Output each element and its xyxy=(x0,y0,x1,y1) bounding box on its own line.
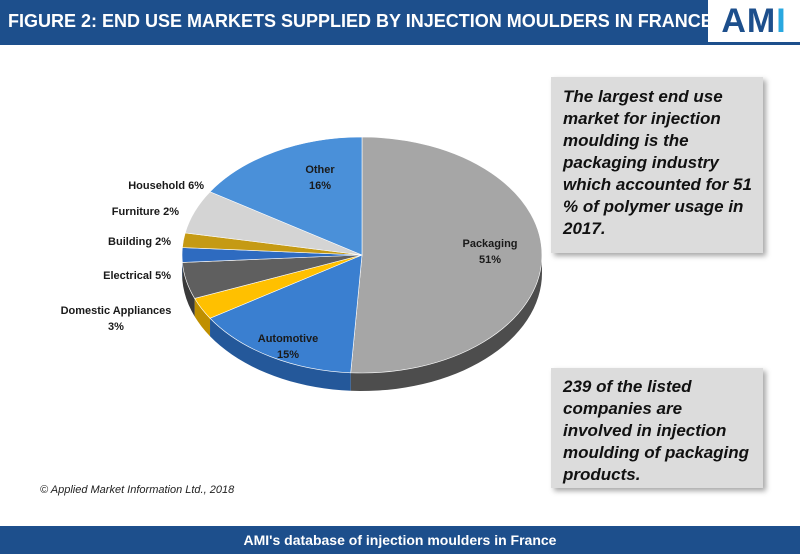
slice-packaging xyxy=(350,136,543,374)
title-underline xyxy=(0,42,800,45)
label-line: Electrical 5% xyxy=(103,270,171,282)
label-line: Domestic Appliances xyxy=(61,305,172,317)
callout-packaging-companies: 239 of the listed companies are involved… xyxy=(551,368,763,488)
footer-banner: AMI's database of injection moulders in … xyxy=(0,526,800,554)
label-electrical: Electrical 5% xyxy=(103,270,171,282)
logo-main: AM xyxy=(721,2,777,40)
slice-side-automotive xyxy=(210,318,351,391)
copyright-note: © Applied Market Information Ltd., 2018 xyxy=(40,484,235,496)
label-line: 16% xyxy=(309,180,331,192)
label-line: 15% xyxy=(277,349,299,361)
label-packaging: Packaging 51% xyxy=(462,238,517,266)
label-household: Household 6% xyxy=(128,180,204,192)
label-furniture: Furniture 2% xyxy=(112,206,179,218)
slice-automotive xyxy=(209,254,363,374)
label-other: Other 16% xyxy=(305,164,335,192)
label-line: Other xyxy=(305,164,335,176)
label-line: 3% xyxy=(108,321,124,333)
label-building: Building 2% xyxy=(108,236,171,248)
label-line: Packaging xyxy=(462,238,517,250)
chart-title: FIGURE 2: END USE MARKETS SUPPLIED BY IN… xyxy=(0,0,713,42)
label-line: Furniture 2% xyxy=(112,206,179,218)
slice-side-domestic-appliances xyxy=(194,298,211,337)
label-line: Building 2% xyxy=(108,236,171,248)
pie-chart: Packaging 51% Automotive 15% Domestic Applia… xyxy=(61,136,543,391)
slice-other xyxy=(209,136,363,256)
ami-logo: AMI xyxy=(708,0,800,42)
slice-side-electrical xyxy=(182,262,195,317)
callout-packaging-share: The largest end use market for injection… xyxy=(551,77,763,253)
label-domestic-appliances: Domestic Appliances 3% xyxy=(61,305,172,333)
label-automotive: Automotive 15% xyxy=(258,333,319,361)
logo-accent: I xyxy=(776,2,787,40)
label-line: 51% xyxy=(479,254,501,266)
slice-side-packaging xyxy=(350,255,542,391)
label-line: Household 6% xyxy=(128,180,204,192)
label-line: Automotive xyxy=(258,333,319,345)
